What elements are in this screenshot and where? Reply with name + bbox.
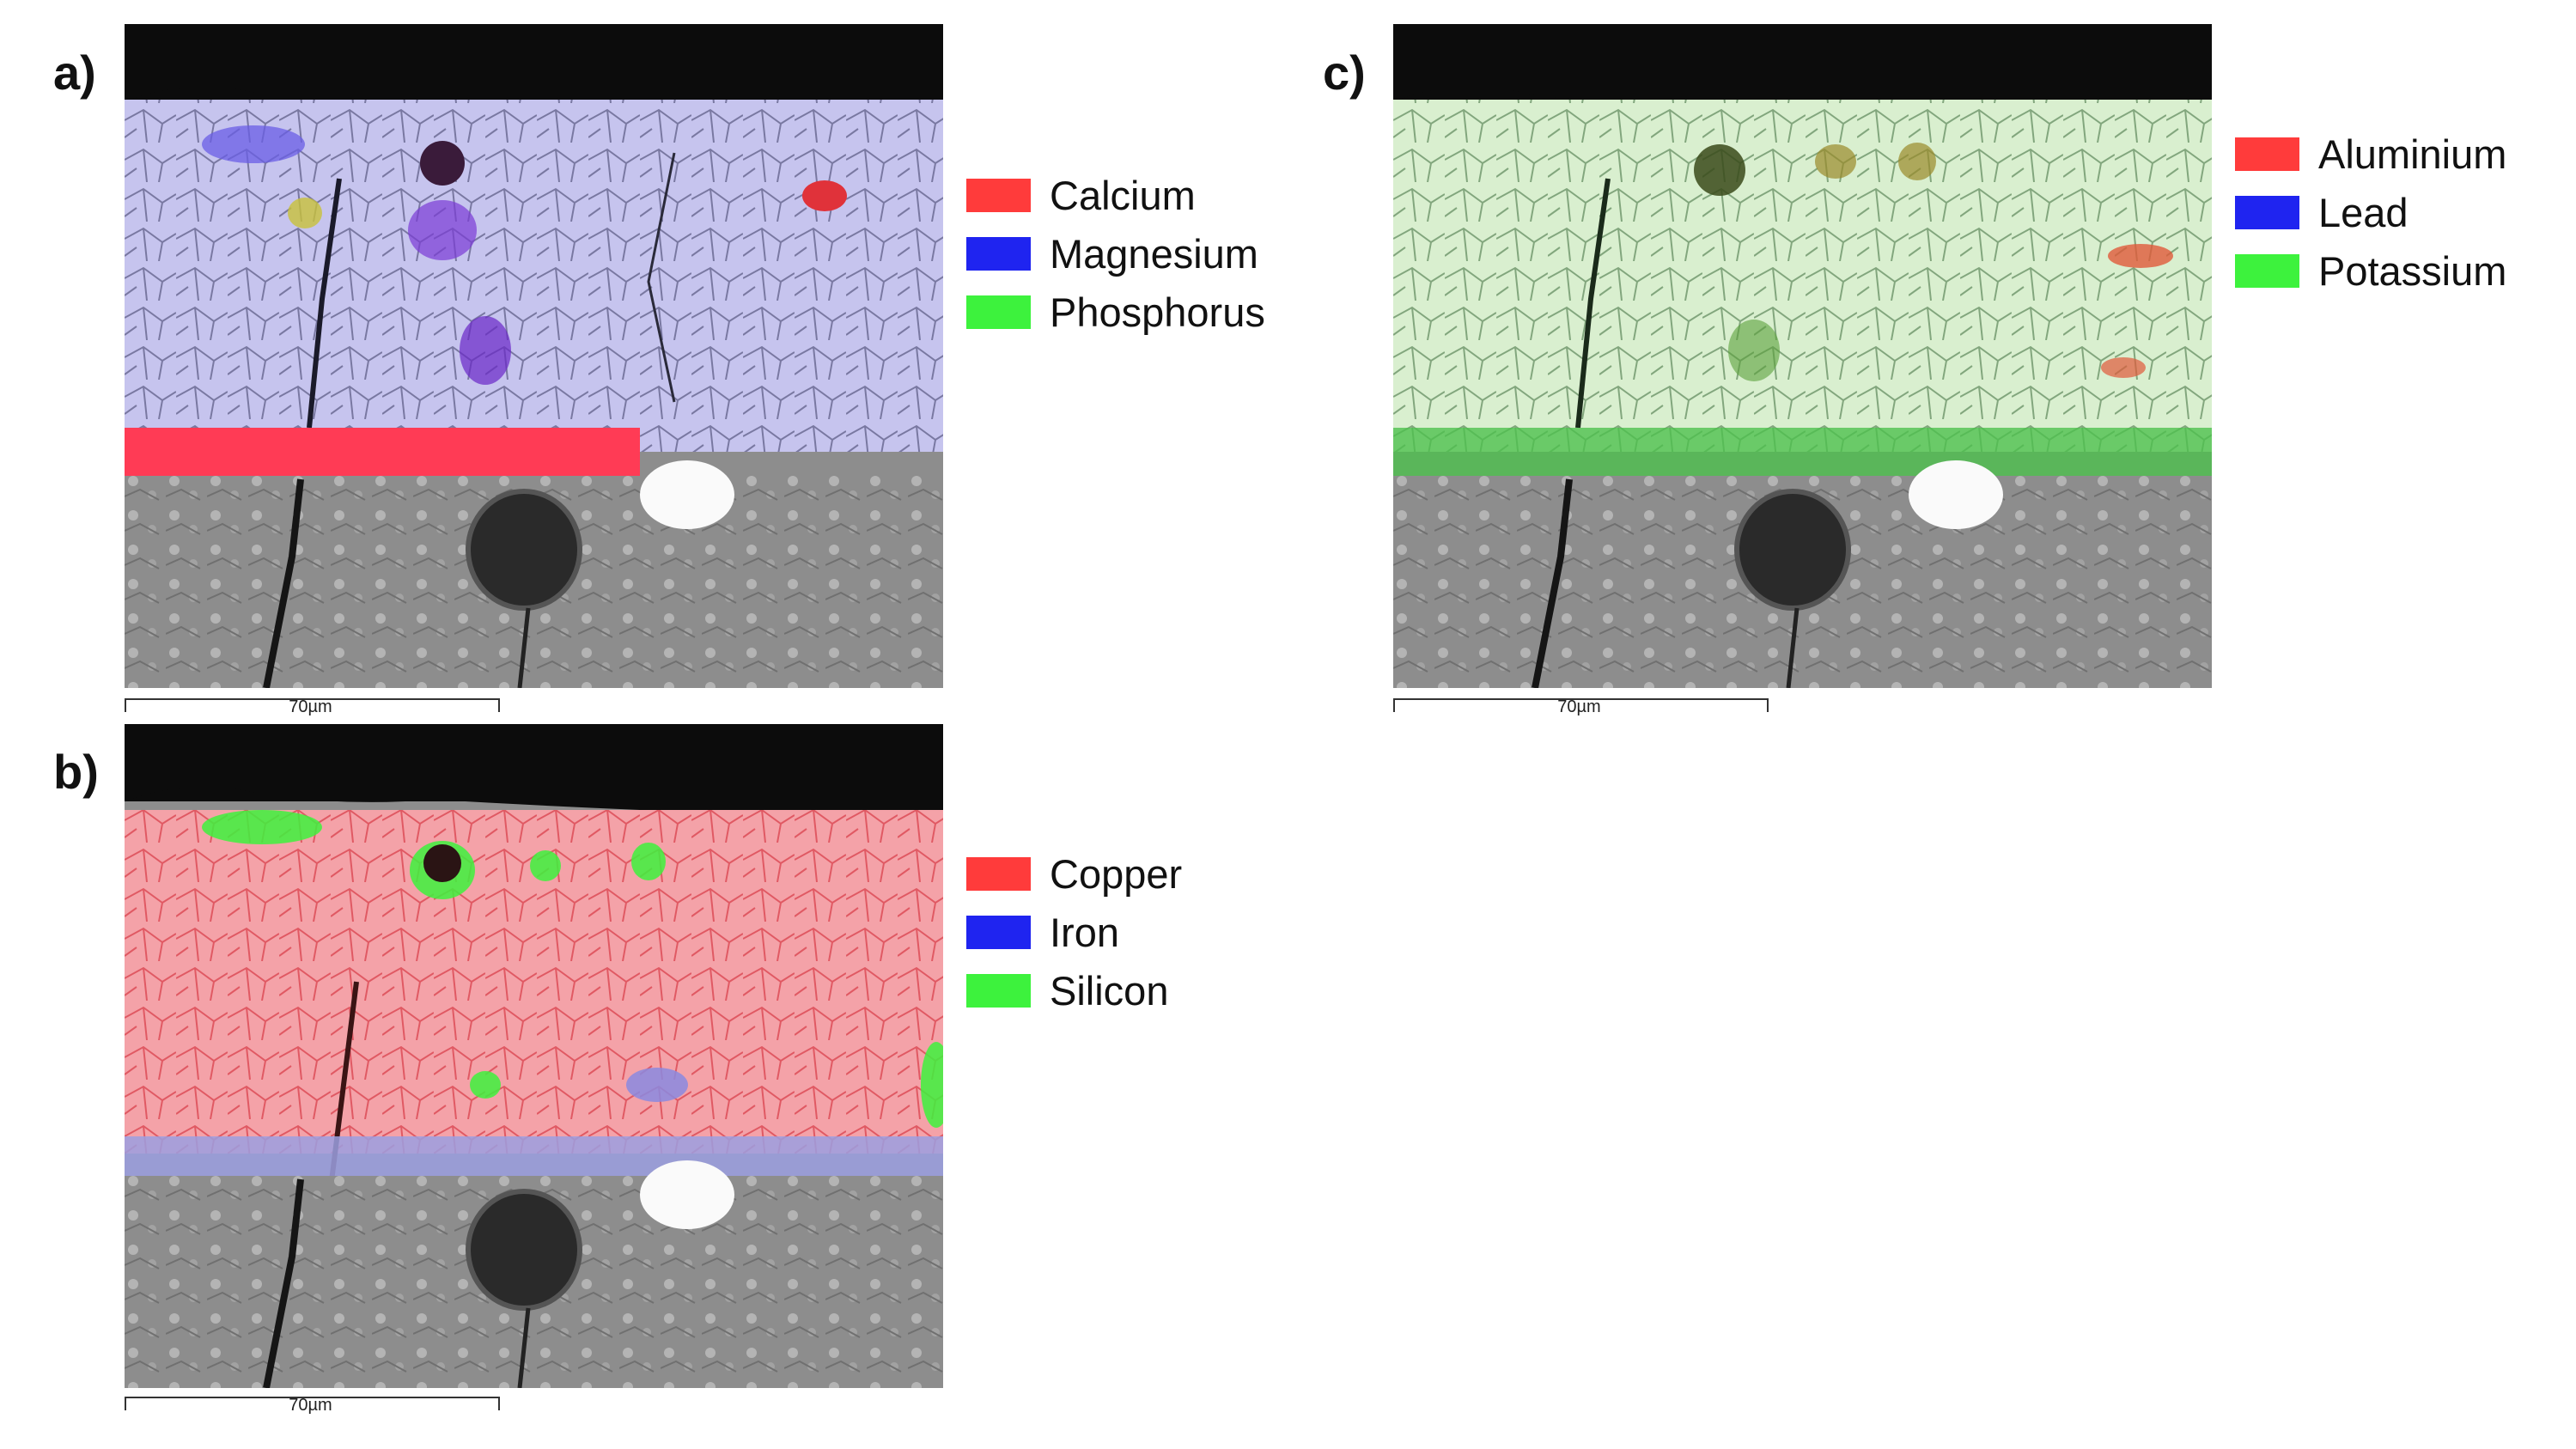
panel-a-legend: Calcium Magnesium Phosphorus bbox=[966, 166, 1265, 341]
legend-swatch-blue bbox=[966, 236, 1031, 271]
legend-swatch-blue bbox=[2235, 195, 2299, 229]
panel-a-micrograph bbox=[125, 24, 943, 688]
legend-swatch-green bbox=[966, 295, 1031, 329]
legend-item-magnesium: Magnesium bbox=[966, 224, 1265, 283]
legend-item-iron: Iron bbox=[966, 903, 1182, 961]
legend-item-calcium: Calcium bbox=[966, 166, 1265, 224]
legend-item-phosphorus: Phosphorus bbox=[966, 283, 1265, 341]
panel-b-micrograph-image bbox=[125, 724, 943, 1388]
panel-a-micrograph-image bbox=[125, 24, 943, 688]
legend-item-aluminium: Aluminium bbox=[2235, 125, 2506, 183]
legend-swatch-blue bbox=[966, 915, 1031, 949]
legend-swatch-red bbox=[966, 856, 1031, 891]
panel-c-micrograph bbox=[1393, 24, 2212, 688]
panel-c-scale-label: 70µm bbox=[1557, 697, 1601, 716]
legend-swatch-red bbox=[2235, 137, 2299, 171]
panel-c-label: c) bbox=[1323, 46, 1366, 100]
panel-b-micrograph bbox=[125, 724, 943, 1388]
panel-c-micrograph-image bbox=[1393, 24, 2212, 688]
panel-b-scale-bar bbox=[125, 1397, 500, 1410]
panel-b-legend: Copper Iron Silicon bbox=[966, 844, 1182, 1020]
panel-b-scale-label: 70µm bbox=[289, 1396, 332, 1415]
panel-c-scale-bar bbox=[1393, 698, 1769, 712]
legend-label: Iron bbox=[1050, 909, 1119, 955]
panel-a-label: a) bbox=[53, 46, 96, 100]
legend-swatch-green bbox=[2235, 253, 2299, 288]
legend-label: Lead bbox=[2318, 189, 2409, 235]
legend-item-lead: Lead bbox=[2235, 183, 2506, 241]
legend-item-potassium: Potassium bbox=[2235, 241, 2506, 300]
legend-label: Magnesium bbox=[1050, 230, 1258, 277]
legend-label: Aluminium bbox=[2318, 131, 2507, 177]
legend-swatch-red bbox=[966, 178, 1031, 212]
legend-item-silicon: Silicon bbox=[966, 961, 1182, 1020]
legend-label: Calcium bbox=[1050, 172, 1196, 218]
legend-label: Potassium bbox=[2318, 247, 2507, 294]
legend-label: Silicon bbox=[1050, 967, 1169, 1014]
legend-swatch-green bbox=[966, 973, 1031, 1008]
legend-item-copper: Copper bbox=[966, 844, 1182, 903]
panel-b-label: b) bbox=[53, 745, 99, 799]
legend-label: Phosphorus bbox=[1050, 289, 1265, 335]
panel-c-legend: Aluminium Lead Potassium bbox=[2235, 125, 2506, 300]
legend-label: Copper bbox=[1050, 850, 1183, 897]
panel-a-scale-label: 70µm bbox=[289, 697, 332, 716]
panel-a-scale-bar bbox=[125, 698, 500, 712]
